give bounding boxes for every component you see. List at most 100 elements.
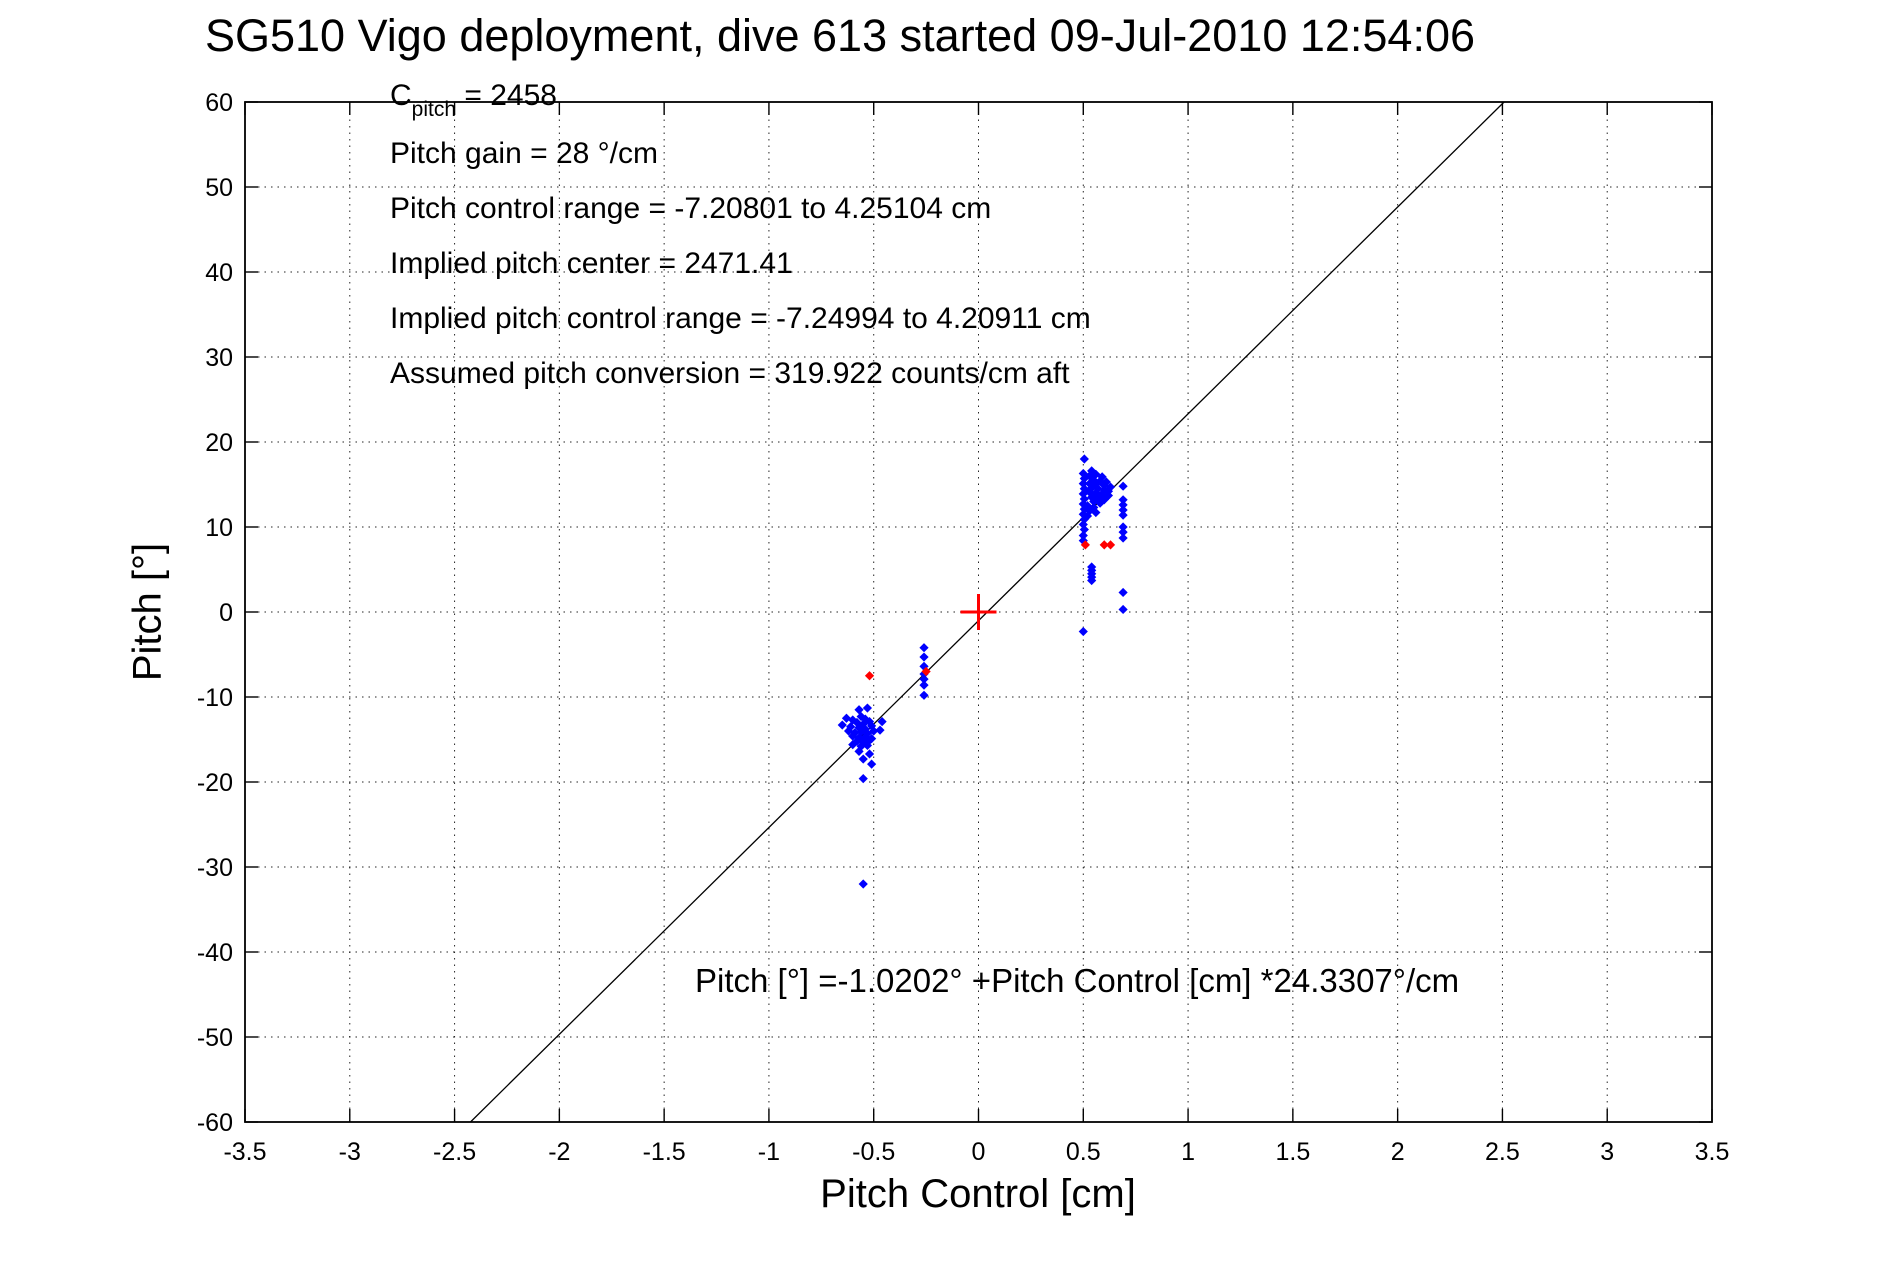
y-tick-label: 10 [205,514,233,542]
annotation-pitch-control-range: Pitch control range = -7.20801 to 4.2510… [390,192,992,225]
annotation-implied-pitch-center: Implied pitch center = 2471.41 [390,247,793,280]
observed-pitch-point [852,717,862,728]
flagged-pitch-point [1080,540,1090,550]
observed-pitch-point [837,720,847,730]
observed-pitch-point [869,726,879,736]
observed-pitch-point [860,724,870,734]
y-tick-label: 20 [205,429,233,457]
x-tick-label: 1.5 [1275,1138,1310,1166]
x-tick-label: -2 [548,1138,570,1166]
observed-pitch-point [1118,604,1128,615]
x-tick-label: -3 [339,1138,361,1166]
observed-pitch-point [858,879,868,889]
x-tick-label: -0.5 [852,1138,895,1166]
observed-pitch-point [1118,481,1128,491]
observed-pitch-point [854,723,864,733]
x-axis-label: Pitch Control [cm] [820,1172,1136,1216]
observed-pitch-point [1118,505,1128,515]
x-tick-label: 1 [1181,1138,1195,1166]
y-tick-label: 40 [205,259,233,287]
observed-pitch-point [862,728,873,739]
flagged-pitch-point [921,666,931,677]
y-tick-label: -10 [197,684,233,712]
flagged-pitch-point [1105,540,1116,550]
cpitch-subscript: pitch [411,98,457,121]
observed-pitch-point [864,749,875,759]
observed-pitch-point [858,754,868,764]
x-tick-label: -1 [758,1138,780,1166]
observed-pitch-point [919,669,929,679]
x-tick-label: 3 [1600,1138,1614,1166]
y-tick-label: -50 [197,1024,233,1052]
observed-pitch-point [1079,524,1089,535]
flagged-pitch-point [1099,540,1109,550]
observed-pitch-point [919,652,929,662]
x-tick-label: 3.5 [1695,1138,1730,1166]
observed-pitch-point [848,731,858,741]
x-tick-label: 2.5 [1485,1138,1520,1166]
x-tick-label: 0.5 [1066,1138,1101,1166]
annotation-block: Cpitch = 2458 Pitch gain = 28 °/cm Pitch… [390,68,1091,401]
observed-pitch-point [846,722,856,732]
observed-pitch-point [862,703,873,713]
annotation-cpitch: Cpitch = 2458 [390,79,557,121]
observed-pitch-point [864,735,875,745]
observed-pitch-point [848,740,858,750]
observed-pitch-point [1118,587,1128,598]
plot-box [244,101,1713,1123]
x-tick-label: -2.5 [433,1138,476,1166]
observed-pitch-point [841,713,852,723]
observed-pitch-point [867,759,877,769]
y-tick-label: -30 [197,854,233,882]
y-tick-label: 50 [205,174,233,202]
x-tick-label: 0 [972,1138,986,1166]
observed-pitch-point [1105,482,1116,492]
observed-pitch-point [854,705,864,715]
observed-pitch-point [1118,533,1128,543]
observed-pitch-point [875,725,885,735]
y-tick-label: -60 [197,1109,233,1137]
observed-pitch-point [856,741,866,751]
flagged-pitch-point [864,671,875,681]
observed-pitch-point [1118,500,1128,510]
observed-pitch-point [856,727,866,737]
observed-pitch-point [919,661,929,671]
observed-pitch-point [1103,490,1114,501]
observed-pitch-point [856,711,866,722]
observed-pitch-point [854,733,864,743]
x-tick-label: -1.5 [643,1138,686,1166]
observed-pitch-point [862,740,873,751]
observed-pitch-point [854,746,864,756]
observed-pitch-point [1082,511,1093,521]
observed-pitch-point [864,717,875,727]
observed-pitch-point [1087,575,1097,586]
observed-pitch-point [1079,454,1089,464]
annotation-implied-pitch-control-range: Implied pitch control range = -7.24994 t… [390,302,1091,335]
observed-pitch-point [1118,522,1128,532]
observed-pitch-point [1118,495,1128,505]
annotation-assumed-pitch-conversion: Assumed pitch conversion = 319.922 count… [390,357,1070,390]
observed-pitch-point [919,643,929,653]
observed-pitch-point [1078,626,1088,637]
y-tick-label: 30 [205,344,233,372]
observed-pitch-point [919,674,929,684]
observed-pitch-point [1118,527,1128,537]
observed-pitch-point [919,680,929,690]
observed-pitch-point [858,774,868,784]
observed-pitch-point [1095,498,1105,508]
annotation-pitch-gain: Pitch gain = 28 °/cm [390,137,658,170]
x-tick-label: -3.5 [223,1138,266,1166]
observed-pitch-point [1118,510,1128,520]
fit-equation-label: Pitch [°] =-1.0202° +Pitch Control [cm] … [695,962,1460,999]
y-tick-label: -20 [197,769,233,797]
y-tick-label: 0 [219,599,233,627]
x-tick-label: 2 [1391,1138,1405,1166]
observed-pitch-point [919,690,929,700]
observed-pitch-point [1078,530,1088,541]
y-tick-label: -40 [197,939,233,967]
observed-pitch-point [1091,507,1101,518]
y-tick-label: 60 [205,89,233,117]
observed-pitch-point [860,714,870,724]
